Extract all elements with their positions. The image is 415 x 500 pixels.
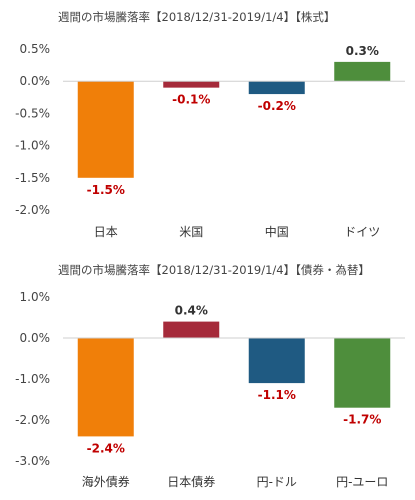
bond-fx-ytick-label: -3.0% xyxy=(15,454,50,468)
stock-bar xyxy=(163,81,220,88)
stock-bar xyxy=(248,81,305,95)
stock-bar xyxy=(77,81,134,178)
bond-fx-category-label: 円-ユーロ xyxy=(336,475,388,489)
stock-category-label: 米国 xyxy=(179,225,203,239)
stock-data-label: -1.5% xyxy=(87,183,125,197)
bond-fx-ytick-label: 0.0% xyxy=(20,331,51,345)
stock-bar xyxy=(334,61,391,82)
stock-category-label: 日本 xyxy=(94,225,118,239)
stock-data-label: -0.1% xyxy=(172,93,210,107)
bond-fx-chart: 週間の市場騰落率【2018/12/31-2019/1/4】【債券・為替】 1.0… xyxy=(15,263,405,489)
stock-data-label: 0.3% xyxy=(346,44,379,58)
bond-fx-category-label: 日本債券 xyxy=(167,474,215,489)
stock-category-label: 中国 xyxy=(265,224,289,239)
bond-fx-chart-title: 週間の市場騰落率【2018/12/31-2019/1/4】【債券・為替】 xyxy=(58,263,370,277)
stock-ytick-label: -2.0% xyxy=(15,203,50,217)
stock-ytick-label: -1.0% xyxy=(15,139,50,153)
bond-fx-data-label: -1.1% xyxy=(258,388,296,402)
bond-fx-data-label: 0.4% xyxy=(175,304,208,318)
stock-ytick-label: 0.0% xyxy=(20,74,51,88)
bond-fx-ytick-label: -2.0% xyxy=(15,413,50,427)
bond-fx-category-label: 円-ドル xyxy=(257,475,297,489)
bond-fx-ytick-label: 1.0% xyxy=(20,290,51,304)
bond-fx-data-label: -2.4% xyxy=(87,441,125,455)
stock-chart: 週間の市場騰落率【2018/12/31-2019/1/4】【株式】 0.5% 0.… xyxy=(15,10,405,239)
bond-fx-ytick-label: -1.0% xyxy=(15,372,50,386)
bond-fx-data-label: -1.7% xyxy=(343,413,381,427)
bond-fx-bar xyxy=(77,338,134,437)
bond-fx-bar xyxy=(163,321,220,338)
bond-fx-bar xyxy=(248,338,305,384)
stock-data-label: -0.2% xyxy=(258,99,296,113)
bond-fx-category-label: 海外債券 xyxy=(82,474,130,489)
stock-ytick-label: -0.5% xyxy=(15,106,50,120)
stock-category-label: ドイツ xyxy=(344,225,380,239)
stock-ytick-label: -1.5% xyxy=(15,171,50,185)
stock-ytick-label: 0.5% xyxy=(20,42,51,56)
stock-chart-title: 週間の市場騰落率【2018/12/31-2019/1/4】【株式】 xyxy=(58,10,335,24)
bond-fx-bar xyxy=(334,338,391,408)
